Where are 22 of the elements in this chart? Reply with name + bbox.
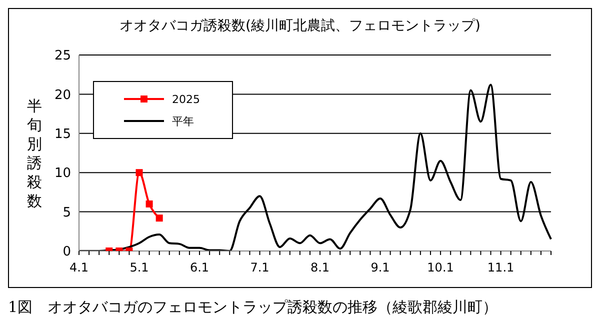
- y-tick-label: 20: [54, 88, 71, 103]
- point: [146, 200, 153, 208]
- chart-title: オオタバコガ誘殺数(綾川町北農試、フェロモントラップ): [118, 17, 482, 35]
- legend-label: 2025: [172, 92, 200, 106]
- x-tick-label: 5.1: [130, 260, 149, 275]
- y-axis-title: 半旬別誘殺数: [27, 97, 43, 211]
- y-tick-label: 25: [54, 48, 71, 64]
- x-tick-label: 9.1: [370, 260, 390, 275]
- x-tick-label: 10.1: [427, 260, 454, 275]
- legend-label: 平年: [172, 114, 194, 128]
- x-tick-label: 7.1: [250, 260, 270, 275]
- point: [156, 214, 163, 222]
- y-tick-label: 15: [54, 127, 71, 142]
- x-tick-label: 6.1: [190, 260, 210, 275]
- x-tick-label: 11.1: [487, 260, 514, 275]
- x-tick-label: 4.1: [69, 260, 89, 275]
- text: 1図 オオタバコガのフェロモントラップ誘殺数の推移（綾歌郡綾川町）: [8, 298, 499, 317]
- y-tick-label: 0: [62, 244, 71, 260]
- y-tick-label: 10: [54, 166, 71, 182]
- y-tick-label: 5: [62, 205, 71, 220]
- x-tick-label: 8.1: [310, 260, 330, 275]
- point: [136, 169, 143, 176]
